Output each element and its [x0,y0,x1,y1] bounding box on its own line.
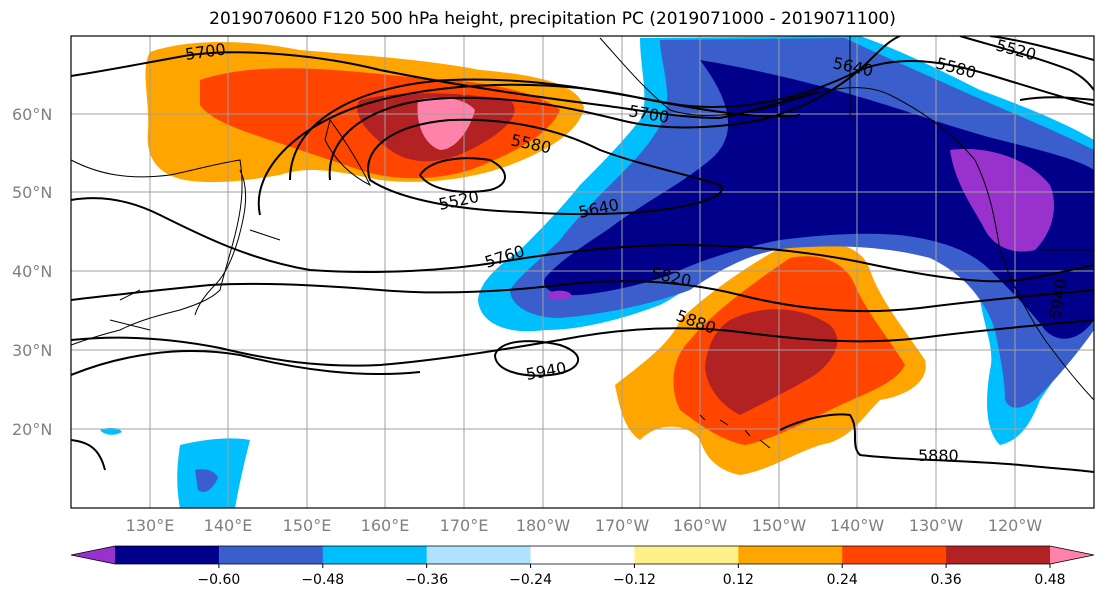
lon-label-170w: 170°W [595,516,650,535]
colorbar-swatch [946,546,1051,564]
contour-label-5880-southeast: 5880 [918,446,959,465]
lon-label-130w: 130°W [909,516,964,535]
graticule [71,36,1094,508]
negative-anomaly-peak-west [548,290,572,300]
map-frame [70,35,1095,509]
precipitation-shading [100,36,1094,508]
colorbar-tick-label: −0.48 [301,572,344,588]
lon-label-140e: 140°E [204,516,253,535]
lon-label-120w: 120°W [988,516,1043,535]
colorbar-tick-label: 0.36 [931,572,962,588]
lon-label-150w: 150°W [752,516,807,535]
positive-anomaly-south-max [705,309,838,415]
lat-label-60n: 60°N [12,105,52,124]
map-title: 2019070600 F120 500 hPa height, precipit… [209,9,896,29]
lat-label-20n: 20°N [12,420,52,439]
lat-label-40n: 40°N [12,262,52,281]
latitude-labels: 60°N 50°N 40°N 30°N 20°N [12,105,52,439]
lon-label-160e: 160°E [361,516,410,535]
colorbar-tick-label: −0.36 [405,572,448,588]
coastlines [71,36,1094,449]
colorbar-swatch [322,546,428,564]
lon-label-150e: 150°E [283,516,332,535]
colorbar-tick-label: −0.24 [509,572,552,588]
lon-label-160w: 160°W [673,516,728,535]
lon-label-130e: 130°E [126,516,175,535]
longitude-labels: 130°E 140°E 150°E 160°E 170°E 180°W 170°… [126,516,1043,535]
positive-anomaly-north-peak [417,97,475,150]
colorbar-tick-label: −0.12 [613,572,656,588]
colorbar-swatch [738,546,843,564]
colorbar-swatch [115,546,220,564]
height-contours [71,36,1094,473]
lon-label-180w: 180°W [516,516,571,535]
colorbar-tick-label: −0.60 [197,572,240,588]
colorbar-tick-label: 0.48 [1034,572,1065,588]
lon-label-170e: 170°E [440,516,489,535]
negative-anomaly-band-deep [544,60,1094,339]
colorbar-extend-min [71,546,115,564]
colorbar-extend-max [1050,546,1094,564]
colorbar-outline [70,545,1095,565]
colorbar-swatch [218,546,324,564]
colorbar-swatch [530,546,635,564]
colorbar-swatch [426,546,532,564]
colorbar-tick-label: 0.24 [827,572,858,588]
colorbar-tick-label: 0.12 [723,572,754,588]
lat-label-50n: 50°N [12,183,52,202]
lat-label-30n: 30°N [12,341,52,360]
negative-anomaly-peak-east [950,149,1055,252]
lon-label-140w: 140°W [830,516,885,535]
colorbar: −0.60 −0.48 −0.36 −0.24 −0.12 0.12 0.24 0.36 0.4… [70,545,1095,588]
colorbar-swatch [634,546,739,564]
colorbar-swatch [842,546,947,564]
